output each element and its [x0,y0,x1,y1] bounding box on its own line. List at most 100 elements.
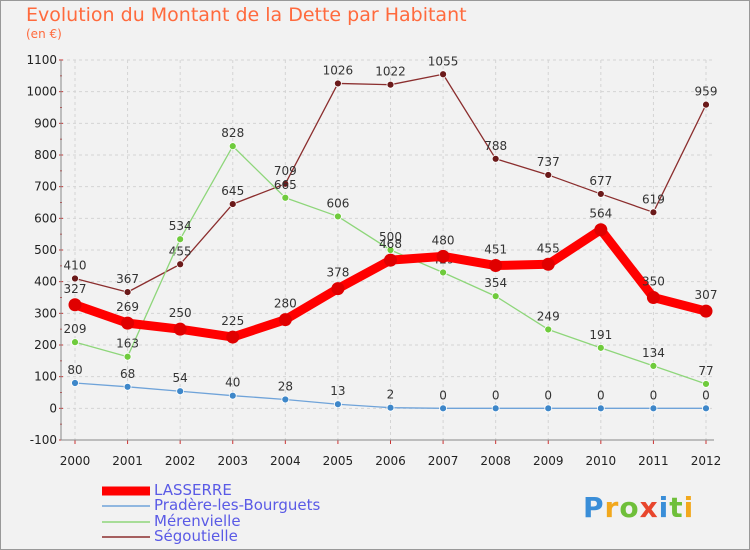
data-label: 788 [484,139,507,153]
logo-letter: P [583,491,605,524]
data-point [702,380,710,388]
series-layer: 410 367 455 645 709 1026 1022 1055 788 737 677 619 9… [64,54,718,413]
y-tick-label: 100 [34,370,57,384]
data-label: 2 [387,388,395,402]
data-point [439,70,447,79]
data-label: 480 [432,233,455,247]
data-label: 606 [326,196,349,210]
data-point [121,316,135,330]
logo-letter: r [604,491,620,524]
x-tick-label: 2010 [586,454,617,468]
data-point [439,404,447,413]
data-point [491,404,500,413]
data-label: 468 [379,237,402,251]
data-point [596,190,605,198]
data-point [334,212,342,221]
series-prad-re-les-bourguets: 80 68 54 40 28 13 2 0 0 0 0 0 0 [67,363,710,413]
series-s-goutielle: 410 367 455 645 709 1026 1022 1055 788 737 677 619 9… [64,54,718,297]
data-label: 1022 [375,65,406,79]
x-tick-label: 2001 [112,454,143,468]
data-point [594,223,608,237]
y-tick-label: 1000 [26,85,57,99]
x-tick-label: 2002 [165,454,196,468]
data-point [331,282,345,296]
data-point [281,395,290,404]
data-label: 249 [537,309,560,323]
data-label: 367 [116,272,139,286]
data-label: 0 [439,388,447,402]
data-label: 677 [589,174,612,188]
data-label: 378 [326,266,349,280]
data-point [281,193,290,202]
data-point [702,100,710,109]
data-point [596,404,605,413]
data-label: 0 [492,388,500,402]
y-tick-label: 600 [34,211,57,225]
data-label: 645 [221,184,244,198]
data-point [281,179,290,188]
x-tick-label: 2003 [217,454,248,468]
data-point [596,343,605,352]
data-point [334,400,342,409]
data-point [123,382,132,391]
data-point [384,253,397,267]
y-tick-label: 0 [49,401,57,415]
data-label: 500 [379,230,402,244]
x-tick-label: 2009 [533,454,564,468]
data-point [176,235,185,244]
data-label: 0 [544,388,552,402]
series-lasserre: 327 269 250 225 280 378 468 480 451 455 564 350 307 [64,207,718,344]
data-point [649,361,658,370]
legend-label: Mérenvielle [154,512,241,530]
data-point [334,79,342,88]
series-m-renvielle: 20916353482866560650042935424919113477 [64,126,714,388]
data-point [71,274,79,283]
logo-letter: i [683,491,695,524]
data-label: 619 [642,192,665,206]
x-tick-label: 2005 [323,454,354,468]
y-tick-label: 1100 [26,53,57,67]
data-label: 0 [702,388,710,402]
data-label: 959 [695,85,718,99]
data-label: 1055 [428,54,459,68]
data-point [123,288,132,297]
data-label: 54 [173,371,188,385]
x-tick-label: 2011 [638,454,669,468]
data-label: 0 [650,388,658,402]
data-point [646,291,660,304]
x-tick-label: 2006 [375,454,406,468]
y-tick-label: 700 [34,180,57,194]
data-label: 534 [169,219,192,233]
data-label: 280 [274,297,297,311]
data-label: 80 [67,363,82,377]
data-label: 28 [278,379,293,393]
data-point [68,298,82,312]
data-label: 327 [64,282,87,296]
data-point [702,404,710,413]
y-tick-label: 400 [34,275,57,289]
data-point [386,80,395,89]
data-point [228,142,237,151]
data-label: 350 [642,275,665,289]
data-label: 451 [484,243,507,257]
data-label: 564 [589,207,612,221]
axes: 110010009008007006005004003002001000-100… [26,53,721,468]
data-label: 191 [589,328,612,342]
data-point [491,292,500,301]
x-tick-label: 2008 [480,454,511,468]
y-tick-label: 500 [34,243,57,257]
legend-label: Pradère-les-Bourguets [154,496,321,514]
data-point [71,338,79,347]
data-label: 828 [221,126,244,140]
x-tick-label: 2012 [691,454,722,468]
data-label: 307 [695,288,718,302]
data-point [278,313,292,327]
legend-label: LASSERRE [154,481,232,499]
data-point [489,259,503,273]
data-label: 40 [225,376,240,390]
data-point [439,268,447,277]
data-label: 269 [116,300,139,314]
data-point [228,200,237,208]
data-point [386,403,395,412]
data-point [386,246,395,254]
